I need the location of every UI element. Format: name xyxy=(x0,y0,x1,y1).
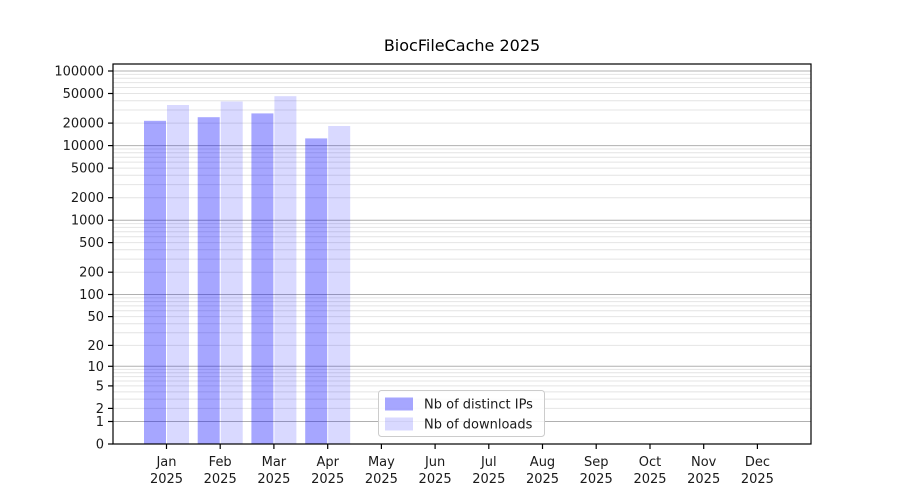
y-tick-label: 500 xyxy=(79,236,104,251)
x-tick-label-month: Jan xyxy=(155,455,176,470)
x-tick-label-year: 2025 xyxy=(687,472,720,487)
legend: Nb of distinct IPs Nb of downloads xyxy=(378,390,545,437)
x-tick-label-month: Aug xyxy=(530,455,555,470)
bar-downloads-apr xyxy=(328,126,351,444)
bar-distinct-ips-mar xyxy=(251,113,274,445)
x-tick-label-month: Feb xyxy=(209,455,232,470)
y-tick-label: 20000 xyxy=(63,117,104,132)
y-tick-label: 10 xyxy=(87,360,104,375)
y-tick-label: 100000 xyxy=(54,65,104,80)
x-tick-label-year: 2025 xyxy=(365,472,398,487)
x-tick-label-year: 2025 xyxy=(204,472,237,487)
y-tick-label: 10000 xyxy=(63,139,104,154)
legend-swatch-distinct-ips xyxy=(385,397,413,411)
x-tick-label-month: Mar xyxy=(262,455,287,470)
x-tick-label-month: May xyxy=(368,455,395,470)
y-tick-label: 2 xyxy=(96,402,104,417)
bar-distinct-ips-jan xyxy=(144,120,166,445)
x-tick-label-month: Apr xyxy=(316,455,339,470)
x-tick-label-year: 2025 xyxy=(633,472,666,487)
plot-border xyxy=(112,63,812,445)
x-tick-label-month: Jun xyxy=(424,455,445,470)
x-tick-label-year: 2025 xyxy=(526,472,559,487)
bar-downloads-feb xyxy=(220,101,243,444)
y-tick-label: 100 xyxy=(79,288,104,303)
x-axis: Jan 2025 Feb 2025 Mar 2025 Apr 2025 May 2025 Jun 20… xyxy=(150,444,774,487)
y-tick-label: 1000 xyxy=(71,214,104,229)
bar-distinct-ips-feb xyxy=(197,117,220,444)
y-tick-label: 1 xyxy=(96,415,104,430)
x-tick-label-year: 2025 xyxy=(311,472,344,487)
bar-downloads-jan xyxy=(167,105,189,444)
legend-box xyxy=(378,390,545,437)
y-tick-label: 5 xyxy=(96,379,104,394)
legend-label-downloads: Nb of downloads xyxy=(424,418,533,433)
x-tick-label-year: 2025 xyxy=(472,472,505,487)
x-tick-label-year: 2025 xyxy=(580,472,613,487)
bar-downloads-mar xyxy=(274,96,297,444)
y-axis: 0 12 5 10 20 50 100 200 500 1000 2000 5000 10000 2000… xyxy=(54,65,113,453)
y-tick-label: 50000 xyxy=(63,87,104,102)
legend-swatch-downloads xyxy=(385,417,413,431)
y-tick-label: 5000 xyxy=(71,162,104,177)
x-tick-label-year: 2025 xyxy=(150,472,183,487)
y-tick-label: 50 xyxy=(87,310,104,325)
y-tick-label: 20 xyxy=(87,339,104,354)
y-tick-label: 200 xyxy=(79,266,104,281)
bars xyxy=(144,96,351,445)
x-tick-label-year: 2025 xyxy=(419,472,452,487)
x-tick-label-month: Nov xyxy=(691,455,717,470)
x-tick-label-month: Oct xyxy=(639,455,661,470)
chart-title: BiocFileCache 2025 xyxy=(384,36,540,55)
y-tick-label: 0 xyxy=(96,438,104,453)
x-tick-label-month: Sep xyxy=(584,455,609,470)
gridlines xyxy=(113,70,811,422)
y-tick-label: 2000 xyxy=(71,191,104,206)
x-tick-label-year: 2025 xyxy=(257,472,290,487)
legend-label-distinct-ips: Nb of distinct IPs xyxy=(424,398,533,413)
bar-distinct-ips-apr xyxy=(305,138,328,444)
x-tick-label-month: Jul xyxy=(480,455,497,470)
x-tick-label-month: Dec xyxy=(745,455,770,470)
x-tick-label-year: 2025 xyxy=(741,472,774,487)
